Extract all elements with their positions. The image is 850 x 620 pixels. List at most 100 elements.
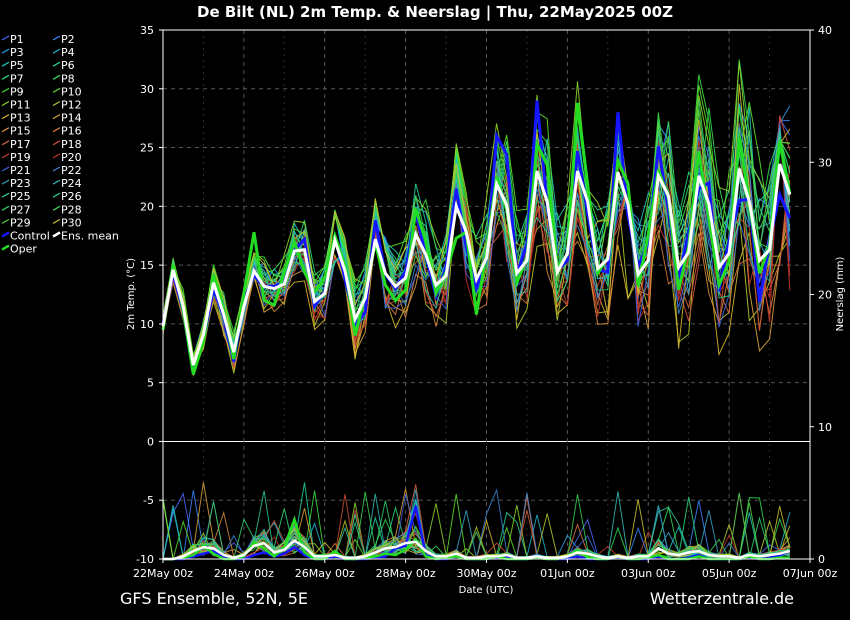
legend-swatch — [52, 61, 61, 67]
legend-label: P11 — [10, 99, 31, 112]
legend-swatch — [52, 166, 61, 172]
legend-swatch — [1, 218, 10, 224]
legend-swatch — [52, 74, 61, 80]
legend-label: P21 — [10, 164, 31, 177]
legend-swatch — [1, 205, 10, 211]
legend-swatch — [52, 87, 61, 93]
legend-swatch — [52, 114, 61, 120]
precip-tick-label: 10 — [818, 421, 832, 434]
legend-label: P27 — [10, 203, 31, 216]
legend-label: P2 — [61, 33, 75, 46]
mean-precip-line — [163, 538, 791, 561]
legend-label: P12 — [61, 99, 82, 112]
legend-swatch — [1, 48, 10, 54]
legend-swatch — [1, 74, 10, 80]
legend-label: P8 — [61, 72, 75, 85]
date-tick-label: 30May 00z — [456, 567, 516, 580]
legend-swatch — [52, 48, 61, 54]
temp-axis-ticks: -10 -5 0 5 10 15 20 25 30 35 — [136, 24, 163, 566]
temp-tick-label: 30 — [140, 83, 154, 96]
mean-temp-line — [161, 163, 792, 366]
legend-swatch — [1, 100, 10, 107]
legend-label: P17 — [10, 138, 31, 151]
legend-swatch — [1, 61, 10, 67]
legend-label: Oper — [10, 243, 37, 256]
legend-swatch — [52, 205, 61, 211]
legend-label: P18 — [61, 138, 82, 151]
legend-swatch — [52, 127, 61, 133]
legend-swatch — [1, 140, 10, 146]
temp-tick-label: 0 — [147, 435, 154, 448]
legend-swatch — [52, 192, 61, 198]
date-tick-label: 07Jun 00z — [783, 567, 838, 580]
legend-label: P20 — [61, 151, 82, 164]
legend-label: P6 — [61, 59, 75, 72]
precip-tick-label: 30 — [818, 156, 832, 169]
member-temp-line — [162, 109, 790, 356]
date-tick-label: 01Jun 00z — [540, 567, 595, 580]
legend-swatch — [1, 153, 10, 159]
legend-label: P23 — [10, 177, 31, 190]
legend-swatch — [52, 100, 61, 107]
legend-swatch — [52, 218, 61, 224]
legend-label: P30 — [61, 216, 82, 229]
temp-tick-label: -5 — [143, 494, 154, 507]
legend-label: P24 — [61, 177, 82, 190]
date-tick-label: 26May 00z — [295, 567, 355, 580]
member-temp-line — [162, 105, 791, 367]
legend-label: P14 — [61, 112, 82, 125]
member-precip-line — [163, 500, 790, 560]
legend-swatch — [1, 35, 10, 41]
legend-label: P13 — [10, 112, 31, 125]
date-axis-label: Date (UTC) — [459, 585, 514, 596]
temp-tick-label: -10 — [136, 553, 154, 566]
precip-axis-label: Neerslag (mm) — [835, 256, 846, 331]
date-tick-label: 03Jun 00z — [621, 567, 676, 580]
legend-label: Ens. mean — [61, 230, 119, 243]
oper-temp-line — [161, 102, 792, 375]
temp-axis-label: 2m Temp. (°C) — [126, 258, 137, 330]
date-tick-label: 05Jun 00z — [702, 567, 757, 580]
legend-label: P22 — [61, 164, 82, 177]
legend-label: P25 — [10, 190, 31, 203]
member-temp-line — [162, 59, 791, 363]
legend-label: P1 — [10, 33, 24, 46]
footer-site: Wetterzentrale.de — [650, 589, 794, 608]
legend-label: Control — [10, 230, 50, 243]
footer-model: GFS Ensemble, 52N, 5E — [120, 589, 308, 608]
legend-swatch — [52, 140, 61, 146]
chart-title: De Bilt (NL) 2m Temp. & Neerslag | Thu, … — [197, 3, 673, 22]
precip-tick-label: 20 — [818, 289, 832, 302]
precip-tick-label: 40 — [818, 24, 832, 37]
legend-label: P3 — [10, 46, 24, 59]
legend-swatch — [1, 179, 10, 185]
legend-label: P7 — [10, 72, 24, 85]
legend-swatch — [1, 127, 10, 133]
temp-tick-label: 35 — [140, 24, 154, 37]
date-axis-ticks: 22May 00z 24May 00z 26May 00z 28May 00z 30Ma… — [133, 559, 837, 580]
legend-swatch — [1, 87, 10, 93]
legend-swatch — [52, 179, 61, 185]
precip-axis-ticks: 0 10 20 30 40 — [810, 24, 832, 566]
legend-label: P28 — [61, 203, 82, 216]
legend-label: P15 — [10, 125, 31, 138]
legend-label: P26 — [61, 190, 82, 203]
legend-swatch — [1, 231, 10, 238]
legend-label: P16 — [61, 125, 82, 138]
legend-swatch — [52, 35, 61, 41]
precip-tick-label: 0 — [818, 553, 825, 566]
legend-swatch — [52, 153, 61, 159]
legend-label: P10 — [61, 85, 82, 98]
legend-label: P5 — [10, 59, 24, 72]
temp-tick-label: 10 — [140, 318, 154, 331]
legend-label: P4 — [61, 46, 75, 59]
temp-tick-label: 20 — [140, 200, 154, 213]
legend-swatch — [1, 244, 10, 251]
date-tick-label: 24May 00z — [214, 567, 274, 580]
legend-label: P9 — [10, 85, 24, 98]
legend-label: P19 — [10, 151, 31, 164]
temp-tick-label: 15 — [140, 259, 154, 272]
temp-tick-label: 5 — [147, 377, 154, 390]
